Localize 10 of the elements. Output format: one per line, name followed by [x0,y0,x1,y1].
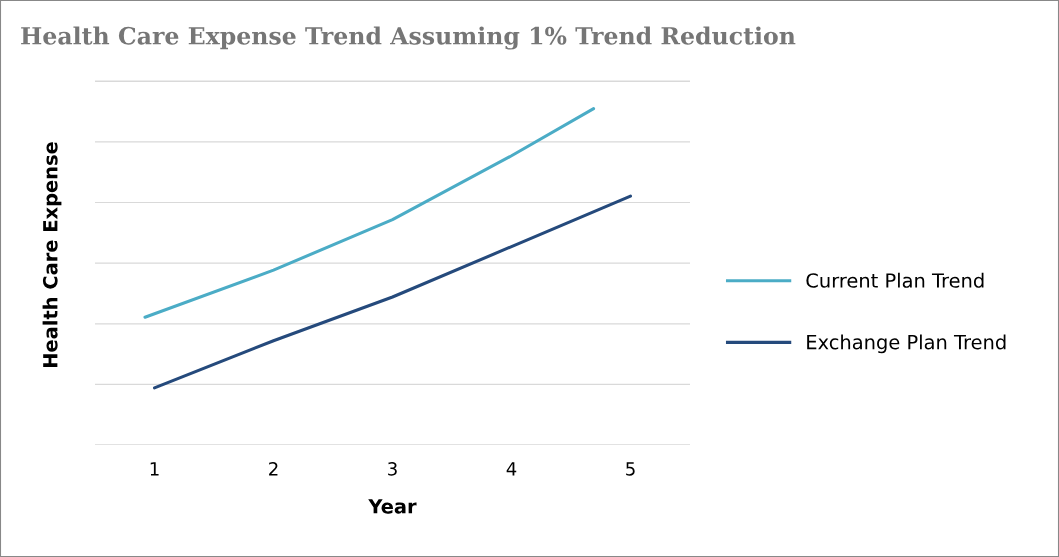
x-tick-label: 2 [269,461,278,476]
x-tick-label: 3 [388,461,397,476]
x-tick-label: 1 [150,462,159,476]
y-axis-title: Health Care Expense [42,142,62,368]
x-tick-label: 5 [626,462,635,476]
legend-label: Exchange Plan Trend [807,334,1006,354]
x-tick-label: 4 [506,462,517,476]
x-axis-title: Year [368,499,417,514]
legend-label: Current Plan Trend [806,272,984,288]
chart-title: Health Care Expense Trend Assuming 1% Trend Reduction [21,26,796,50]
